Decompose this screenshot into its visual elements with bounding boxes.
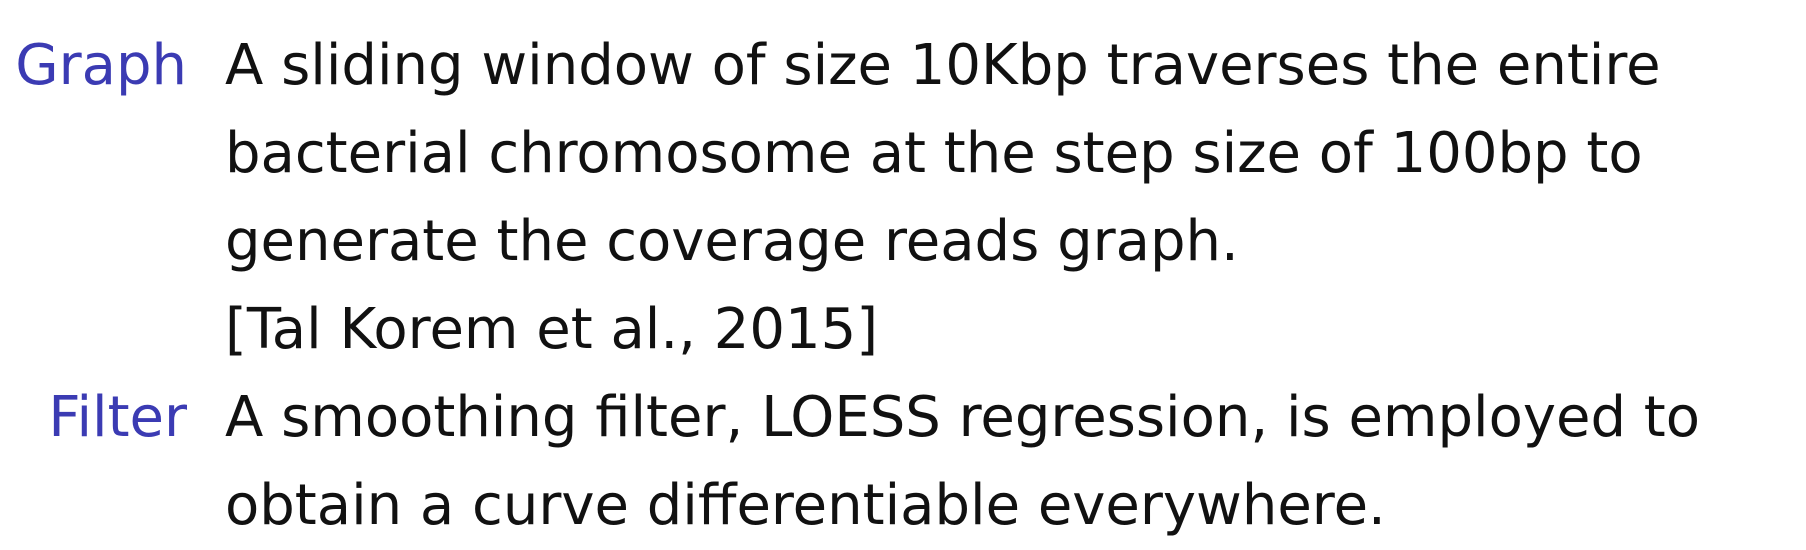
description-line: A smoothing filter, LOESS regression, is… bbox=[225, 385, 1701, 450]
description-line: generate the coverage reads graph. bbox=[225, 209, 1239, 274]
description-list: Graph A sliding window of size 10Kbp tra… bbox=[0, 22, 1806, 550]
entry-filter: Filter A smoothing filter, LOESS regress… bbox=[0, 374, 1806, 550]
term-filter: Filter bbox=[48, 385, 187, 450]
term-graph: Graph bbox=[15, 33, 187, 98]
description-line: obtain a curve differentiable everywhere… bbox=[225, 473, 1386, 538]
entry-graph: Graph A sliding window of size 10Kbp tra… bbox=[0, 22, 1806, 374]
description-line: A sliding window of size 10Kbp traverses… bbox=[225, 33, 1661, 98]
description-filter: A smoothing filter, LOESS regression, is… bbox=[225, 374, 1795, 550]
description-line: bacterial chromosome at the step size of… bbox=[225, 121, 1643, 186]
description-graph: A sliding window of size 10Kbp traverses… bbox=[225, 22, 1795, 374]
citation: [Tal Korem et al., 2015] bbox=[225, 297, 879, 362]
